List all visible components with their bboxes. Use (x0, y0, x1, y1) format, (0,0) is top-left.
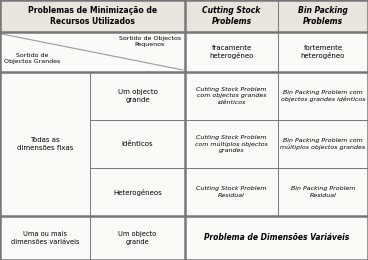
Text: Bin Packing Problem com
múltiplos objectos grandes: Bin Packing Problem com múltiplos object… (280, 138, 365, 150)
Text: Problema de Dimensões Variáveis: Problema de Dimensões Variáveis (204, 233, 349, 243)
Text: Todas as
dimensões fixas: Todas as dimensões fixas (17, 137, 73, 151)
Text: Cutting Stock Problem
Residual: Cutting Stock Problem Residual (196, 186, 267, 198)
Text: Sortido de Objectos
Pequenos: Sortido de Objectos Pequenos (119, 36, 181, 47)
Text: Cutting Stock
Problems: Cutting Stock Problems (202, 6, 261, 26)
Bar (0, 0, 185, 32)
Bar (185, 168, 278, 216)
Text: Um objecto
grande: Um objecto grande (118, 231, 157, 245)
Bar (185, 0, 278, 32)
Bar (278, 0, 368, 32)
Text: Um objecto
grande: Um objecto grande (117, 89, 158, 103)
Text: Uma ou mais
dimensões variáveis: Uma ou mais dimensões variáveis (11, 231, 79, 245)
Bar (278, 72, 368, 120)
Bar (90, 168, 185, 216)
Text: Cutting Stock Problem
com objectos grandes
idênticos: Cutting Stock Problem com objectos grand… (196, 87, 267, 105)
Bar (278, 32, 368, 72)
Bar (185, 72, 278, 120)
Text: Sortido de
Objectos Grandes: Sortido de Objectos Grandes (4, 53, 60, 64)
Bar (278, 120, 368, 168)
Bar (0, 72, 90, 216)
Text: Bin Packing Problem
Residual: Bin Packing Problem Residual (291, 186, 355, 198)
Bar (90, 216, 185, 260)
Text: Bin Packing
Problems: Bin Packing Problems (298, 6, 348, 26)
Text: Heterogéneos: Heterogéneos (113, 188, 162, 196)
Bar (278, 168, 368, 216)
Bar (185, 32, 278, 72)
Bar (185, 120, 278, 168)
Bar (0, 216, 90, 260)
Text: Bin Packing Problem com
objectos grandes idênticos: Bin Packing Problem com objectos grandes… (281, 90, 365, 102)
Text: fortemente
heterogéneo: fortemente heterogéneo (301, 45, 345, 59)
Text: Cutting Stock Problem
com múltiplos objectos
grandes: Cutting Stock Problem com múltiplos obje… (195, 135, 268, 153)
Bar (0, 32, 185, 72)
Text: Problemas de Minimização de
Recursos Utilizados: Problemas de Minimização de Recursos Uti… (28, 6, 157, 26)
Bar (185, 216, 368, 260)
Text: Idênticos: Idênticos (122, 141, 153, 147)
Text: fracamente
heterogéneo: fracamente heterogéneo (209, 45, 254, 59)
Bar (90, 72, 185, 120)
Bar (90, 120, 185, 168)
